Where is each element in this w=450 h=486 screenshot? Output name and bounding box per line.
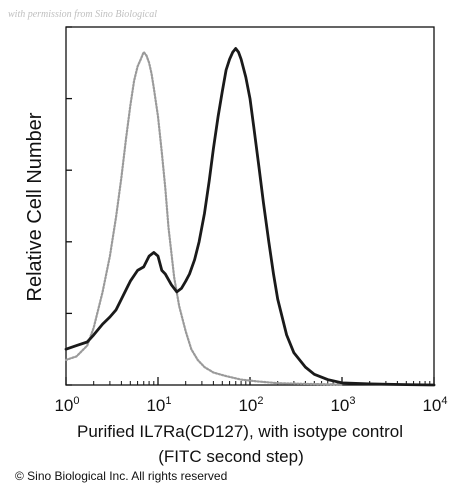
histogram-series	[64, 47, 436, 387]
x-axis-ticks: 100 101 102 103 104	[54, 377, 448, 415]
series-il7ra-solid-black	[64, 47, 436, 387]
y-axis-label: Relative Cell Number	[24, 112, 46, 301]
x-tick-label-3: 103	[330, 395, 355, 415]
y-axis-ticks	[66, 26, 72, 386]
x-tick-label-0: 100	[54, 395, 79, 415]
x-tick-label-4: 104	[422, 395, 447, 415]
x-tick-label-2: 102	[238, 395, 263, 415]
watermark-text: with permission from Sino Biological	[8, 9, 157, 20]
x-tick-label-1: 101	[146, 395, 171, 415]
copyright-notice: © Sino Biological Inc. All rights reserv…	[15, 469, 227, 483]
x-axis-label-line1: Purified IL7Ra(CD127), with isotype cont…	[77, 422, 403, 441]
series-isotype-dotted-gray	[64, 50, 344, 386]
x-axis-label-line2: (FITC second step)	[158, 447, 304, 466]
plot-frame	[65, 26, 435, 386]
